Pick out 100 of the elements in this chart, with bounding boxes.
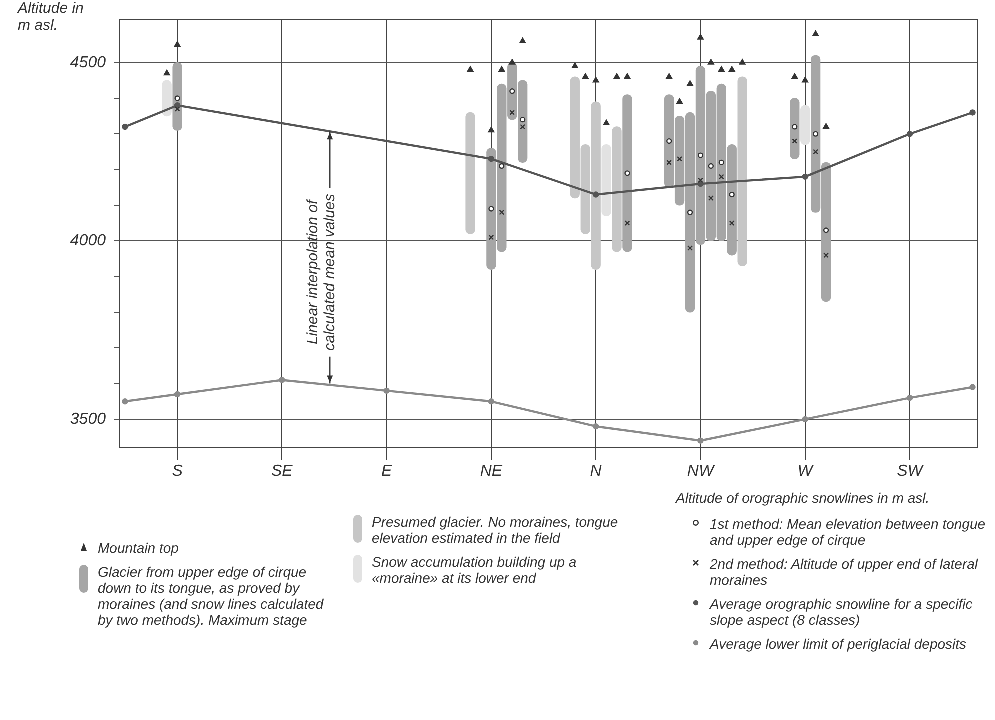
point: [698, 34, 704, 40]
legend-label: Mountain top: [98, 540, 179, 556]
point: [122, 124, 128, 130]
y-tick-label: 4000: [70, 232, 106, 250]
bar: [790, 98, 800, 160]
point: [676, 98, 683, 104]
point: [510, 88, 516, 94]
point: [624, 220, 630, 226]
point: [592, 77, 600, 83]
y-tick-label: 4500: [70, 54, 106, 72]
legend-label: Average lower limit of periglacial deposits: [710, 636, 967, 652]
point: [970, 384, 976, 390]
bar: [800, 105, 810, 146]
point: [906, 131, 914, 138]
point: [718, 174, 724, 180]
legend-label: Average orographic snowline for a specific slope aspect (8 classes): [710, 596, 974, 628]
point: [823, 123, 830, 130]
point: [677, 156, 683, 162]
y-tick-label: 3500: [70, 410, 106, 428]
x-tick-label: SE: [272, 463, 294, 480]
legend-title: Altitude of orographic snowlines in m asl.: [676, 490, 930, 506]
bar: [738, 76, 748, 266]
point: [509, 59, 516, 65]
point: [708, 163, 714, 170]
point: [488, 156, 495, 162]
point: [824, 252, 829, 258]
point: [729, 220, 735, 226]
point: [510, 110, 516, 116]
legend-label: 2nd method: Altitude of upper end of lateral moraines: [710, 556, 980, 588]
point: [729, 192, 735, 198]
point: [698, 152, 704, 158]
point: [572, 62, 578, 68]
point: [603, 120, 610, 126]
bar: [162, 80, 172, 117]
point: [520, 117, 526, 123]
point: [718, 66, 725, 72]
legend-label: Glacier from upper edge of cirque down to its tongue, as proved by moraines (and snow lines calculated by two methods). Maximum stage: [98, 564, 325, 628]
point: [520, 38, 526, 44]
point: [802, 77, 809, 83]
point: [708, 59, 714, 65]
point: [174, 391, 181, 398]
point: [813, 131, 819, 137]
point: [688, 246, 693, 251]
point: [792, 138, 798, 144]
point: [792, 124, 798, 130]
y-axis-title: Altitude in m asl.: [18, 0, 85, 34]
point: [174, 96, 180, 102]
x-tick-label: E: [381, 463, 392, 480]
point: [520, 124, 526, 130]
point: [624, 170, 630, 176]
bar: [622, 94, 632, 252]
point: [488, 234, 494, 240]
x-tick-label: NW: [687, 463, 716, 480]
point: [488, 126, 495, 133]
bar: [602, 144, 612, 216]
point: [802, 416, 808, 423]
bar: [466, 112, 476, 234]
point: [488, 206, 494, 212]
point: [174, 106, 180, 112]
point: [499, 210, 505, 216]
point: [592, 192, 600, 198]
point: [498, 66, 506, 72]
point: [812, 30, 820, 36]
point: [718, 160, 724, 166]
point: [614, 73, 620, 80]
point: [467, 66, 474, 72]
point: [970, 110, 976, 116]
point: [708, 196, 714, 202]
point: [499, 163, 505, 170]
point: [624, 73, 631, 80]
x-tick-label: NE: [480, 463, 503, 480]
x-tick-label: W: [798, 463, 815, 480]
point: [698, 180, 704, 188]
point: [582, 73, 589, 80]
point: [174, 41, 181, 48]
legend-label: 1st method: Mean elevation between tongue and upper edge of cirque: [710, 516, 987, 548]
bar: [612, 126, 622, 252]
point: [906, 394, 914, 402]
point: [122, 398, 128, 405]
point: [739, 59, 746, 65]
point: [384, 388, 390, 394]
point: [698, 178, 704, 184]
x-tick-label: SW: [897, 463, 925, 480]
x-tick-label: S: [172, 463, 184, 480]
point: [164, 70, 170, 76]
point: [813, 149, 819, 155]
x-tick-label: N: [590, 463, 602, 480]
point: [687, 80, 694, 86]
point: [666, 138, 672, 144]
annotation: Linear interpolation of calculated mean values: [304, 194, 338, 351]
point: [666, 73, 673, 80]
point: [174, 102, 181, 109]
legend-label: Presumed glacier. No moraines, tongue elevation estimated in the field: [372, 514, 620, 546]
point: [279, 377, 286, 384]
point: [728, 66, 736, 72]
legend-label: Snow accumulation building up a «moraine» at its lower end: [372, 554, 578, 586]
point: [792, 73, 798, 80]
point: [823, 228, 830, 234]
point: [488, 398, 495, 405]
point: [666, 160, 672, 166]
